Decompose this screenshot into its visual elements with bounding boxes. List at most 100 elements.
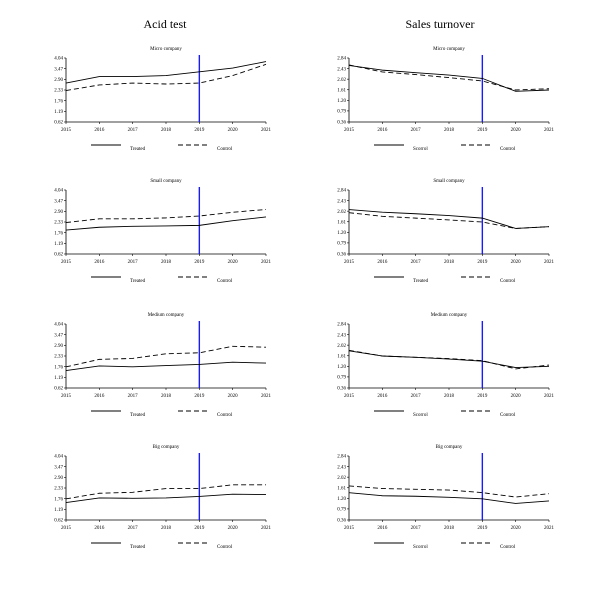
panel-title: Small company [433,179,465,184]
legend-label-control: Control [217,545,233,550]
y-tick-label: 0.62 [54,519,63,524]
y-tick-label: 2.33 [54,221,63,226]
y-tick-label: 1.19 [54,110,63,115]
legend-label-treated: Treated [130,147,146,152]
panel-title: Micro company [433,47,465,52]
x-tick-label: 2021 [261,260,272,265]
y-tick-label: 2.02 [337,476,346,481]
x-tick-label: 2015 [344,526,355,531]
y-tick-label: 1.19 [54,508,63,513]
chart-panel: Medium company 0.62 1.19 1.76 2.33 2.90 3.47 4.… [54,313,271,418]
y-tick-label: 2.90 [54,344,63,349]
y-tick-label: 0.62 [54,121,63,126]
x-tick-label: 2018 [444,128,455,133]
y-tick-label: 3.47 [54,465,63,470]
y-tick-label: 2.43 [337,465,346,470]
x-tick-label: 2015 [61,394,72,399]
x-tick-label: 2020 [228,394,239,399]
x-tick-label: 2015 [344,260,355,265]
x-tick-label: 2015 [61,260,72,265]
series-line-treated [65,216,267,231]
chart-panel: Big company 0.62 1.19 1.76 2.33 2.90 3.47 4.04 2… [54,445,271,550]
x-tick-label: 2016 [377,526,388,531]
x-tick-label: 2020 [511,260,522,265]
x-tick-label: 2017 [128,394,139,399]
legend-label-control: Control [500,413,516,418]
legend-label-treated: Scorrol [413,147,428,152]
x-tick-label: 2021 [261,128,272,133]
y-tick-label: 2.43 [337,199,346,204]
legend-label-treated: Scorrol [413,545,428,550]
y-tick-label: 0.79 [337,376,346,381]
x-tick-label: 2020 [228,526,239,531]
y-tick-label: 2.84 [337,323,346,328]
y-tick-label: 0.62 [54,253,63,258]
legend-label-control: Control [217,279,233,284]
column-title-sales-turnover: Sales turnover [406,17,475,31]
y-tick-label: 3.47 [54,333,63,338]
y-tick-label: 2.90 [54,210,63,215]
x-tick-label: 2018 [444,260,455,265]
y-tick-label: 1.61 [337,354,346,359]
y-tick-label: 2.90 [54,476,63,481]
series-line-treated [348,350,550,369]
x-tick-label: 2018 [444,394,455,399]
x-tick-label: 2018 [161,394,172,399]
y-tick-label: 1.76 [54,99,63,104]
x-tick-label: 2020 [511,394,522,399]
panel-title: Small company [150,179,182,184]
panel-title: Big company [153,445,180,450]
x-tick-label: 2019 [477,526,488,531]
panel-title: Medium company [431,313,468,318]
y-tick-label: 0.79 [337,508,346,513]
y-tick-label: 2.84 [337,57,346,62]
x-tick-label: 2019 [194,526,205,531]
y-tick-label: 0.79 [337,110,346,115]
legend-label-treated: Scorrol [413,413,428,418]
x-tick-label: 2019 [477,260,488,265]
x-tick-label: 2016 [377,394,388,399]
panel-title: Micro company [150,47,182,52]
x-tick-label: 2021 [544,394,555,399]
chart-panel: Small company 0.62 1.19 1.76 2.33 2.90 3.47 4.0… [54,179,271,284]
column-title-acid-test: Acid test [144,17,188,31]
series-line-control [348,485,550,498]
series-line-control [348,349,550,370]
y-tick-label: 0.36 [337,253,346,258]
x-tick-label: 2021 [261,526,272,531]
legend-label-treated: Treated [130,413,146,418]
y-tick-label: 3.47 [54,199,63,204]
x-tick-label: 2018 [161,128,172,133]
series-line-treated [65,61,267,84]
y-tick-label: 0.36 [337,387,346,392]
x-tick-label: 2019 [477,128,488,133]
y-tick-label: 1.19 [54,376,63,381]
y-tick-label: 0.62 [54,387,63,392]
y-tick-label: 1.61 [337,88,346,93]
chart-panel: Big company 0.36 0.79 1.20 1.61 2.02 2.43 2.84 2… [337,445,554,550]
x-tick-label: 2015 [61,526,72,531]
y-tick-label: 0.36 [337,519,346,524]
y-tick-label: 2.43 [337,67,346,72]
chart-panel: Micro company 0.62 1.19 1.76 2.33 2.90 3.47 4.0… [54,47,271,152]
x-tick-label: 2015 [61,128,72,133]
y-tick-label: 2.02 [337,210,346,215]
y-tick-label: 1.20 [337,231,346,236]
x-tick-label: 2020 [228,260,239,265]
legend-label-treated: Treated [130,279,146,284]
y-tick-label: 2.43 [337,333,346,338]
x-tick-label: 2017 [128,260,139,265]
x-tick-label: 2021 [261,394,272,399]
x-tick-label: 2021 [544,128,555,133]
x-tick-label: 2017 [411,128,422,133]
y-tick-label: 1.20 [337,365,346,370]
x-tick-label: 2020 [511,526,522,531]
legend-label-control: Control [217,413,233,418]
panel-title: Big company [436,445,463,450]
legend-label-control: Control [500,147,516,152]
y-tick-label: 2.02 [337,344,346,349]
x-tick-label: 2017 [128,128,139,133]
y-tick-label: 2.84 [337,189,346,194]
y-tick-label: 4.04 [54,455,63,460]
series-line-treated [348,209,550,229]
